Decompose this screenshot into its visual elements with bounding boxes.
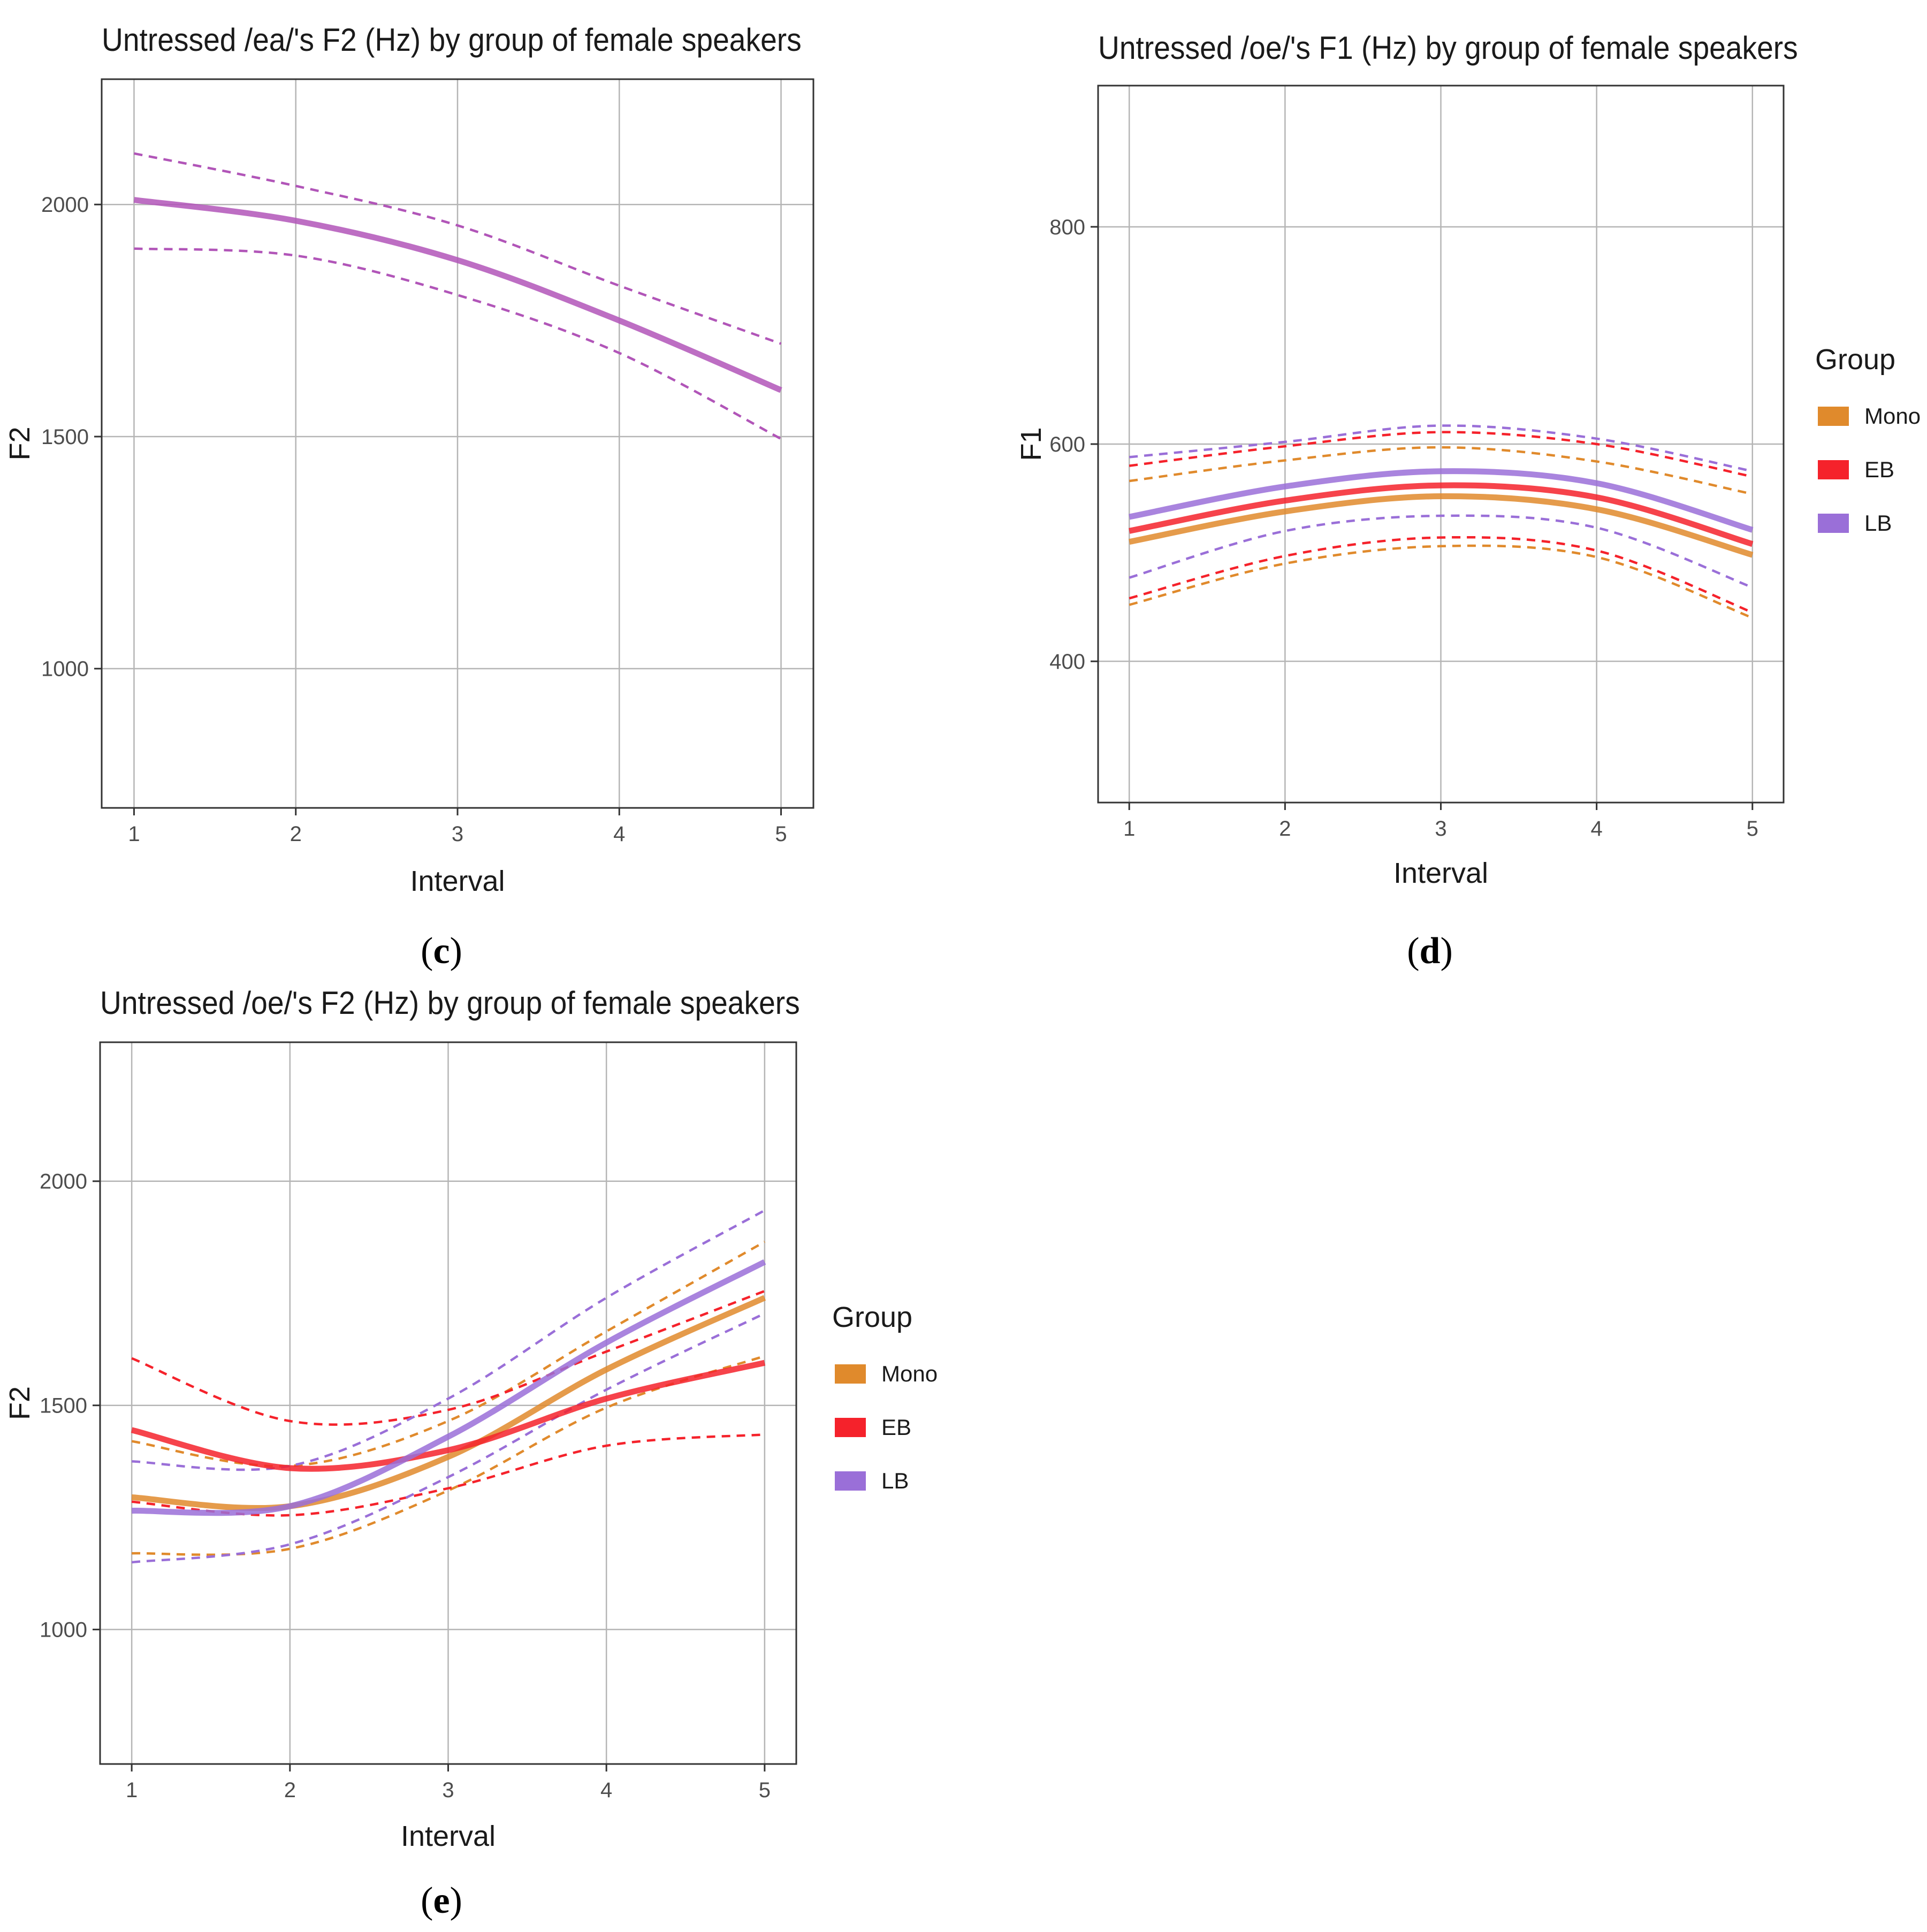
chart-e-lb-mean-line: [131, 1259, 766, 1516]
panel-label-d-close: ): [1440, 930, 1452, 972]
chart-d-lb-ci-upper-line: [1129, 424, 1753, 473]
chart-d-x-tick-label: 5: [1747, 817, 1758, 841]
chart-e-x-tick-label: 4: [600, 1778, 612, 1802]
chart-e-x-axis-label: Interval: [401, 1820, 496, 1852]
chart-d-x-tick-label: 2: [1279, 817, 1291, 841]
chart-d-title: Untressed /oe/'s F1 (Hz) by group of fem…: [1098, 30, 1798, 66]
chart-e-eb-mean-line: [131, 1360, 766, 1472]
chart-d-legend-label-mono: Mono: [1864, 403, 1921, 429]
chart-e-x-tick-label: 1: [126, 1778, 138, 1802]
panel-label-c-open: (: [421, 930, 433, 972]
chart-d-x-tick-label: 3: [1435, 817, 1446, 841]
panel-label-d-letter: d: [1420, 930, 1441, 972]
chart-e-legend-label-lb: LB: [881, 1468, 909, 1493]
chart-d-x-axis-label: Interval: [1393, 857, 1488, 889]
chart-d-legend-swatch-mono: [1818, 407, 1849, 426]
chart-d-y-axis-label: F1: [1015, 427, 1047, 461]
chart-e-legend-swatch-mono: [835, 1364, 866, 1384]
chart-panel-c: Untressed /ea/'s F2 (Hz) by group of fem…: [4, 22, 814, 897]
chart-e-legend: Group Mono EB LB: [832, 1301, 938, 1493]
chart-c-x-tick-label: 4: [613, 822, 625, 846]
chart-d-legend-title: Group: [1815, 343, 1895, 376]
chart-d-mono-ci-lower-line: [1129, 544, 1753, 619]
panel-label-d-open: (: [1407, 930, 1419, 972]
chart-e-y-axis-label: F2: [4, 1386, 36, 1420]
panel-label-c: (c): [421, 930, 462, 972]
chart-e-legend-label-eb: EB: [881, 1415, 911, 1440]
chart-e-y-tick-label: 1000: [40, 1618, 87, 1642]
chart-c-y-tick-label: 2000: [41, 193, 89, 217]
chart-c-title: Untressed /ea/'s F2 (Hz) by group of fem…: [102, 22, 802, 58]
chart-c-series-0-ci-upper-line: [134, 152, 782, 345]
panel-label-c-close: ): [450, 930, 462, 972]
chart-panel-e: Untressed /oe/'s F2 (Hz) by group of fem…: [4, 986, 938, 1852]
chart-c-y-axis-label: F2: [4, 426, 36, 460]
panel-label-e-open: (: [421, 1880, 433, 1921]
chart-c-x-tick-label: 5: [775, 822, 787, 846]
chart-e-legend-label-mono: Mono: [881, 1361, 938, 1386]
chart-d-x-tick-label: 4: [1591, 817, 1603, 841]
chart-e-eb-ci-lower-line: [131, 1433, 765, 1517]
chart-e-lb-ci-lower-line: [131, 1312, 765, 1564]
panel-label-e-letter: e: [433, 1880, 450, 1921]
chart-c-y-tick-label: 1000: [41, 658, 89, 681]
chart-d-eb-ci-upper-line: [1129, 431, 1753, 478]
chart-d-legend-label-lb: LB: [1864, 510, 1892, 536]
chart-c-x-tick-label: 3: [452, 822, 463, 846]
chart-d-mono-ci-upper-line: [1129, 446, 1753, 495]
chart-d-y-tick-label: 400: [1049, 650, 1085, 674]
chart-e-x-tick-label: 3: [442, 1778, 454, 1802]
chart-e-eb-ci-upper-line: [131, 1289, 765, 1426]
chart-e-x-tick-label: 2: [284, 1778, 296, 1802]
chart-d-y-tick-label: 800: [1049, 216, 1085, 239]
chart-d-eb-mean-line: [1129, 482, 1754, 547]
chart-d-y-tick-label: 600: [1049, 433, 1085, 456]
chart-d-lb-ci-lower-line: [1129, 514, 1753, 589]
chart-d-legend-label-eb: EB: [1864, 457, 1894, 482]
chart-e-lb-ci-upper-line: [132, 1209, 765, 1471]
panel-label-d: (d): [1407, 930, 1453, 972]
chart-e-y-tick-label: 2000: [40, 1170, 87, 1194]
chart-e-legend-swatch-lb: [835, 1471, 866, 1491]
chart-e-mono-mean-line: [131, 1295, 766, 1511]
chart-panel-d: Untressed /oe/'s F1 (Hz) by group of fem…: [1015, 30, 1921, 889]
chart-d-eb-ci-lower-line: [1129, 536, 1753, 614]
panel-label-e-close: ): [450, 1880, 462, 1921]
chart-c-series-layer: [133, 152, 782, 440]
chart-d-series-layer: [1129, 424, 1754, 619]
chart-c-series-0-mean-line: [133, 197, 782, 393]
chart-e-series-layer: [131, 1209, 766, 1564]
chart-e-legend-swatch-eb: [835, 1418, 866, 1437]
chart-c-x-tick-label: 2: [290, 822, 302, 846]
chart-d-mono-mean-line: [1129, 493, 1754, 558]
chart-e-y-tick-label: 1500: [40, 1394, 87, 1418]
panel-label-c-letter: c: [433, 930, 450, 972]
chart-d-legend-swatch-lb: [1818, 514, 1849, 533]
chart-e-x-tick-label: 5: [759, 1778, 771, 1802]
chart-e-title: Untressed /oe/'s F2 (Hz) by group of fem…: [100, 986, 800, 1021]
chart-e-mono-ci-upper-line: [131, 1240, 766, 1468]
chart-d-x-tick-label: 1: [1123, 817, 1135, 841]
chart-e-legend-title: Group: [832, 1301, 912, 1333]
panel-label-e: (e): [421, 1880, 462, 1921]
chart-d-lb-mean-line: [1129, 468, 1754, 533]
chart-c-y-tick-label: 1500: [41, 425, 89, 449]
chart-c-x-axis-label: Interval: [410, 865, 505, 897]
chart-d-legend-swatch-eb: [1818, 460, 1849, 479]
chart-c-x-tick-label: 1: [128, 822, 140, 846]
chart-c-series-0-ci-lower-line: [134, 247, 782, 440]
chart-d-legend: Group Mono EB LB: [1815, 343, 1921, 536]
